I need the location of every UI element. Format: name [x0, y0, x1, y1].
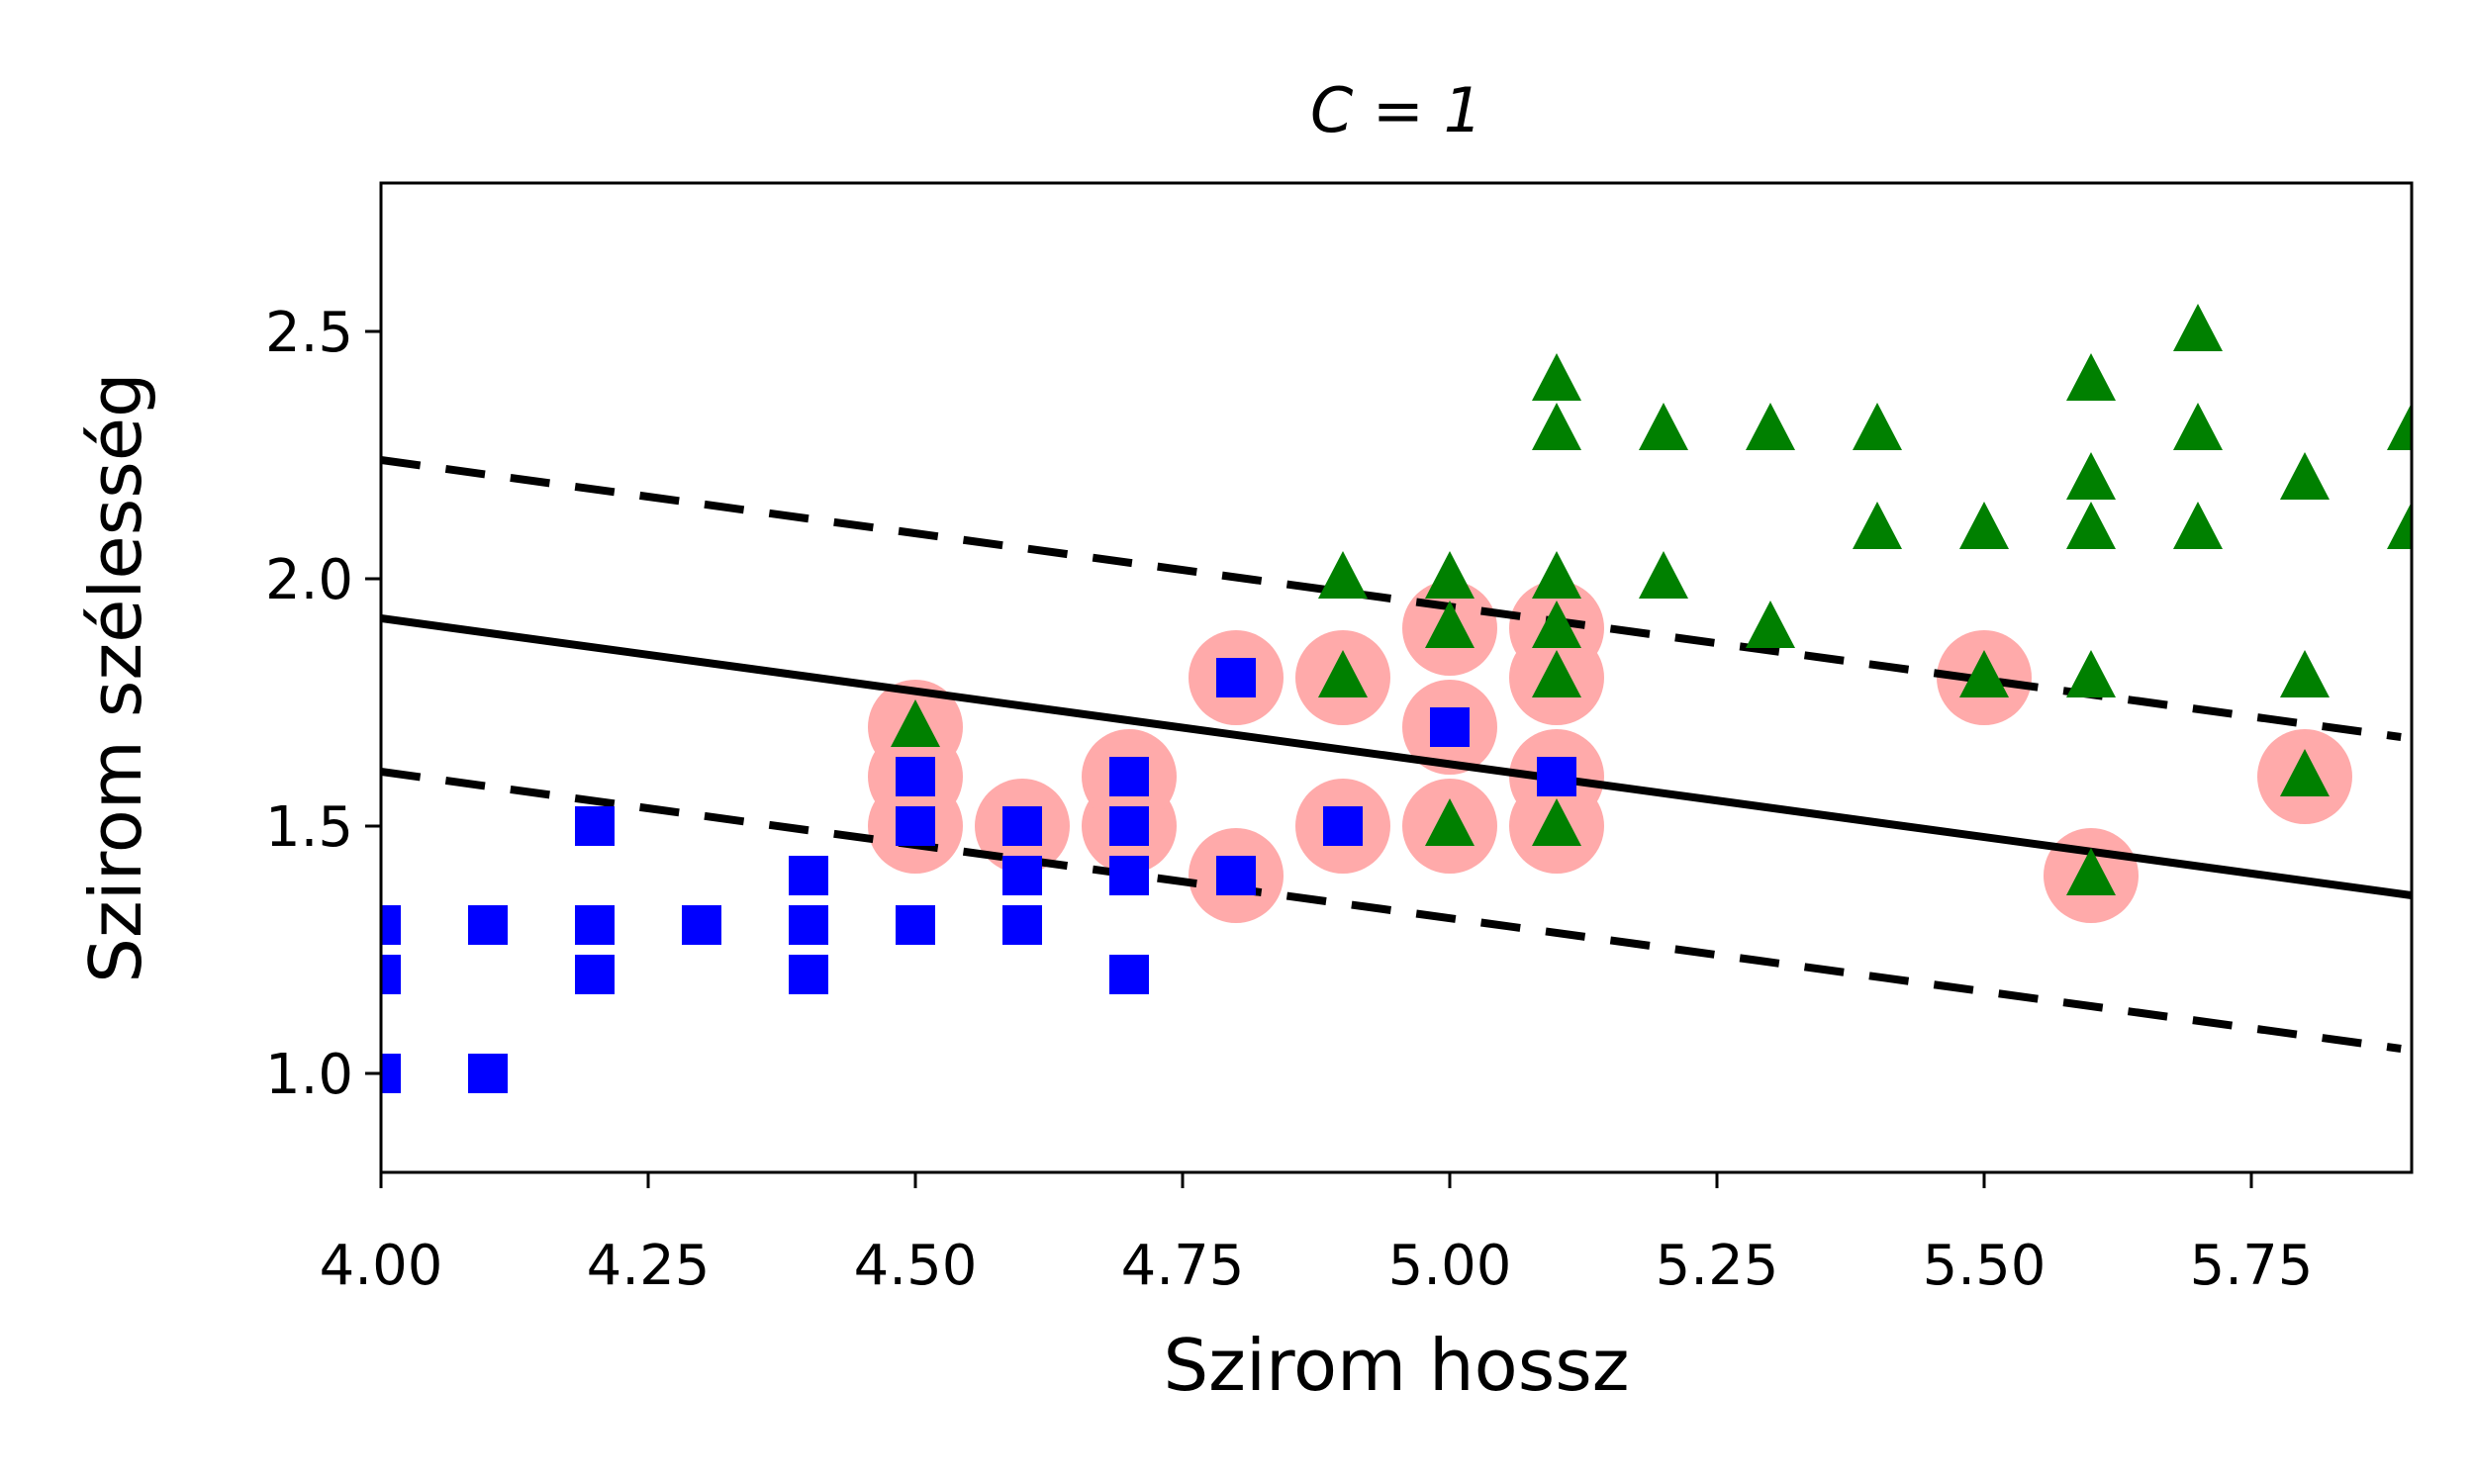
x-axis: 4.00 4.25 4.50 4.75 5.00 5.25 5.50 5.75 [320, 1172, 2314, 1298]
y-tick-label: 2.5 [265, 301, 353, 365]
green-triangle-point [1318, 650, 1368, 697]
blue-square-point [1430, 707, 1470, 747]
x-tick-label: 4.25 [587, 1234, 711, 1298]
green-triangle-point [1318, 551, 1368, 599]
point-layer [381, 304, 2412, 1093]
green-triangle-point [1853, 403, 1902, 450]
blue-square-point [1216, 658, 1256, 697]
blue-square-point [381, 905, 401, 945]
blue-square-point [1537, 757, 1576, 796]
blue-square-point [1109, 856, 1149, 895]
decision-boundary-line [381, 614, 2412, 899]
line-layer [381, 456, 2412, 1053]
blue-square-point [575, 955, 615, 994]
y-axis-label: Szirom szélesség [74, 372, 157, 983]
x-tick-label: 4.50 [854, 1234, 978, 1298]
blue-square-point [789, 905, 828, 945]
x-axis-label: Szirom hossz [1163, 1324, 1629, 1407]
blue-square-point [381, 1054, 401, 1093]
green-triangle-point [1746, 601, 1795, 648]
blue-square-point [1002, 856, 1042, 895]
green-triangle-point [2280, 650, 2330, 697]
blue-square-point [896, 905, 935, 945]
blue-square-point [896, 757, 935, 796]
x-tick-label: 5.75 [2190, 1234, 2314, 1298]
green-triangle-point [2280, 749, 2330, 796]
blue-square-point [1002, 806, 1042, 846]
green-triangle-point [1959, 502, 2009, 549]
green-triangle-point [2173, 304, 2223, 351]
blue-square-point [789, 856, 828, 895]
green-triangle-point [1425, 601, 1475, 648]
x-tick-label: 5.00 [1388, 1234, 1512, 1298]
green-triangle-point [891, 699, 940, 747]
green-triangle-point [2173, 403, 2223, 450]
green-triangle-point [1639, 403, 1688, 450]
y-tick-label: 2.0 [265, 548, 353, 612]
green-triangle-point [2066, 502, 2116, 549]
green-triangle-point [2066, 848, 2116, 895]
blue-square-point [1109, 806, 1149, 846]
x-tick-label: 5.25 [1656, 1234, 1779, 1298]
green-triangle-point [1532, 601, 1581, 648]
x-tick-label: 5.50 [1923, 1234, 2046, 1298]
blue-square-point [896, 806, 935, 846]
margin-line-upper [381, 456, 2402, 741]
green-triangle-point [2066, 650, 2116, 697]
blue-square-point [1323, 806, 1363, 846]
blue-square-point [575, 806, 615, 846]
margin-line-lower [381, 768, 2402, 1053]
green-triangle-point [1532, 798, 1581, 846]
y-tick-label: 1.5 [265, 795, 353, 860]
x-tick-label: 4.75 [1121, 1234, 1245, 1298]
green-triangle-point [2066, 353, 2116, 401]
green-triangle-point [2173, 502, 2223, 549]
green-triangle-point [1532, 551, 1581, 599]
green-triangle-point [1746, 403, 1795, 450]
blue-square-point [381, 955, 401, 994]
blue-square-point [1216, 856, 1256, 895]
green-triangle-point [2066, 452, 2116, 500]
blue-square-point [682, 905, 721, 945]
blue-square-point [468, 1054, 508, 1093]
green-triangle-point [1853, 502, 1902, 549]
y-axis: 1.0 1.5 2.0 2.5 [265, 301, 381, 1107]
blue-square-point [1109, 757, 1149, 796]
green-triangle-point [1532, 403, 1581, 450]
blue-square-point [575, 905, 615, 945]
green-triangle-point [2280, 452, 2330, 500]
blue-square-point [1109, 955, 1149, 994]
blue-square-point [789, 955, 828, 994]
y-tick-label: 1.0 [265, 1043, 353, 1107]
green-triangle-point [1425, 551, 1475, 599]
green-triangle-point [1639, 551, 1688, 599]
green-triangle-point [1532, 353, 1581, 401]
green-triangle-point [2387, 502, 2412, 549]
x-tick-label: 4.00 [320, 1234, 443, 1298]
green-triangle-point [1959, 650, 2009, 697]
blue-square-point [1002, 905, 1042, 945]
blue-square-point [468, 905, 508, 945]
green-triangle-point [1532, 650, 1581, 697]
green-triangle-point [1425, 798, 1475, 846]
chart-title: C = 1 [1310, 74, 1482, 146]
plot-frame [379, 181, 2414, 1174]
plot-area [381, 304, 2412, 1093]
green-triangle-point [2387, 403, 2412, 450]
